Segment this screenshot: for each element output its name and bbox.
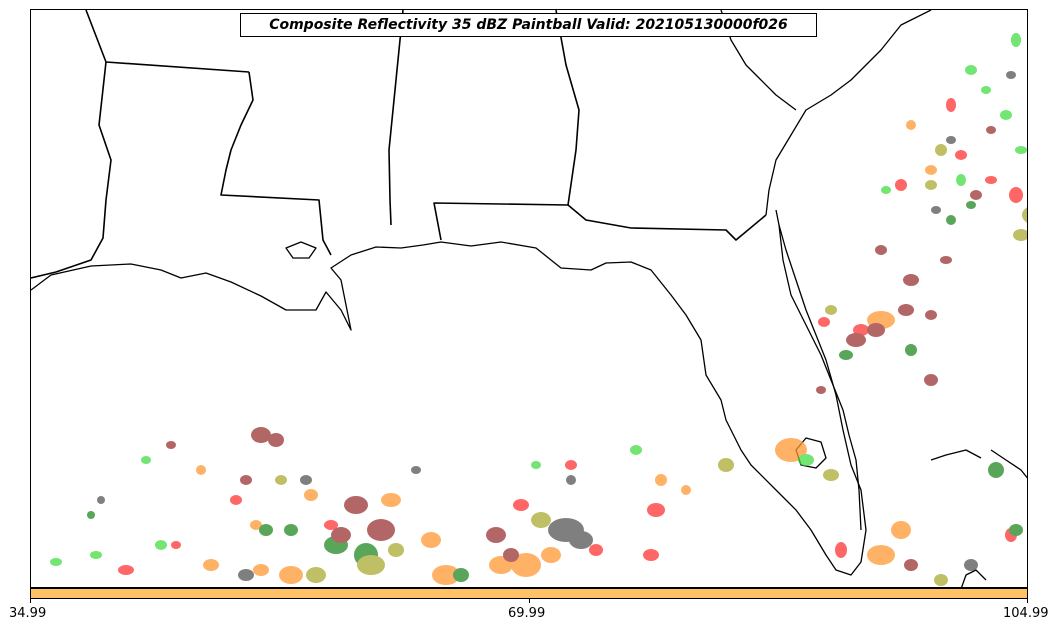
louisiana-west-border bbox=[31, 61, 112, 279]
florida-east-coast bbox=[778, 224, 862, 531]
colorbar bbox=[30, 588, 1028, 599]
mississippi-river bbox=[220, 71, 332, 256]
coastline bbox=[31, 10, 1027, 587]
lake-pontchartrain bbox=[285, 241, 317, 259]
reflectivity-paintballs bbox=[50, 33, 1027, 586]
colorbar-tick-mid bbox=[529, 599, 530, 603]
state-boundaries bbox=[31, 10, 767, 279]
cuba-coast bbox=[961, 569, 987, 587]
colorbar-label-mid: 69.99 bbox=[508, 606, 546, 621]
colorbar-tick-max bbox=[1027, 599, 1028, 603]
map-canvas bbox=[31, 10, 1027, 587]
map-title: Composite Reflectivity 35 dBZ Paintball … bbox=[269, 17, 788, 33]
gulf-coast bbox=[31, 209, 867, 576]
map-title-box: Composite Reflectivity 35 dBZ Paintball … bbox=[240, 13, 817, 37]
georgia-florida-border bbox=[567, 204, 767, 241]
colorbar-tick-min bbox=[30, 599, 31, 603]
atlantic-coast bbox=[765, 10, 932, 216]
arkansas-louisiana-border bbox=[85, 10, 250, 73]
bahamas-2 bbox=[930, 449, 982, 461]
mississippi-alabama-border bbox=[388, 10, 404, 226]
lake-okeechobee bbox=[795, 437, 827, 469]
bahamas-1 bbox=[990, 449, 1027, 479]
map-panel bbox=[30, 9, 1028, 588]
colorbar-label-min: 34.99 bbox=[9, 606, 47, 621]
alabama-georgia-border bbox=[433, 10, 580, 241]
colorbar-label-max: 104.99 bbox=[1003, 606, 1049, 621]
